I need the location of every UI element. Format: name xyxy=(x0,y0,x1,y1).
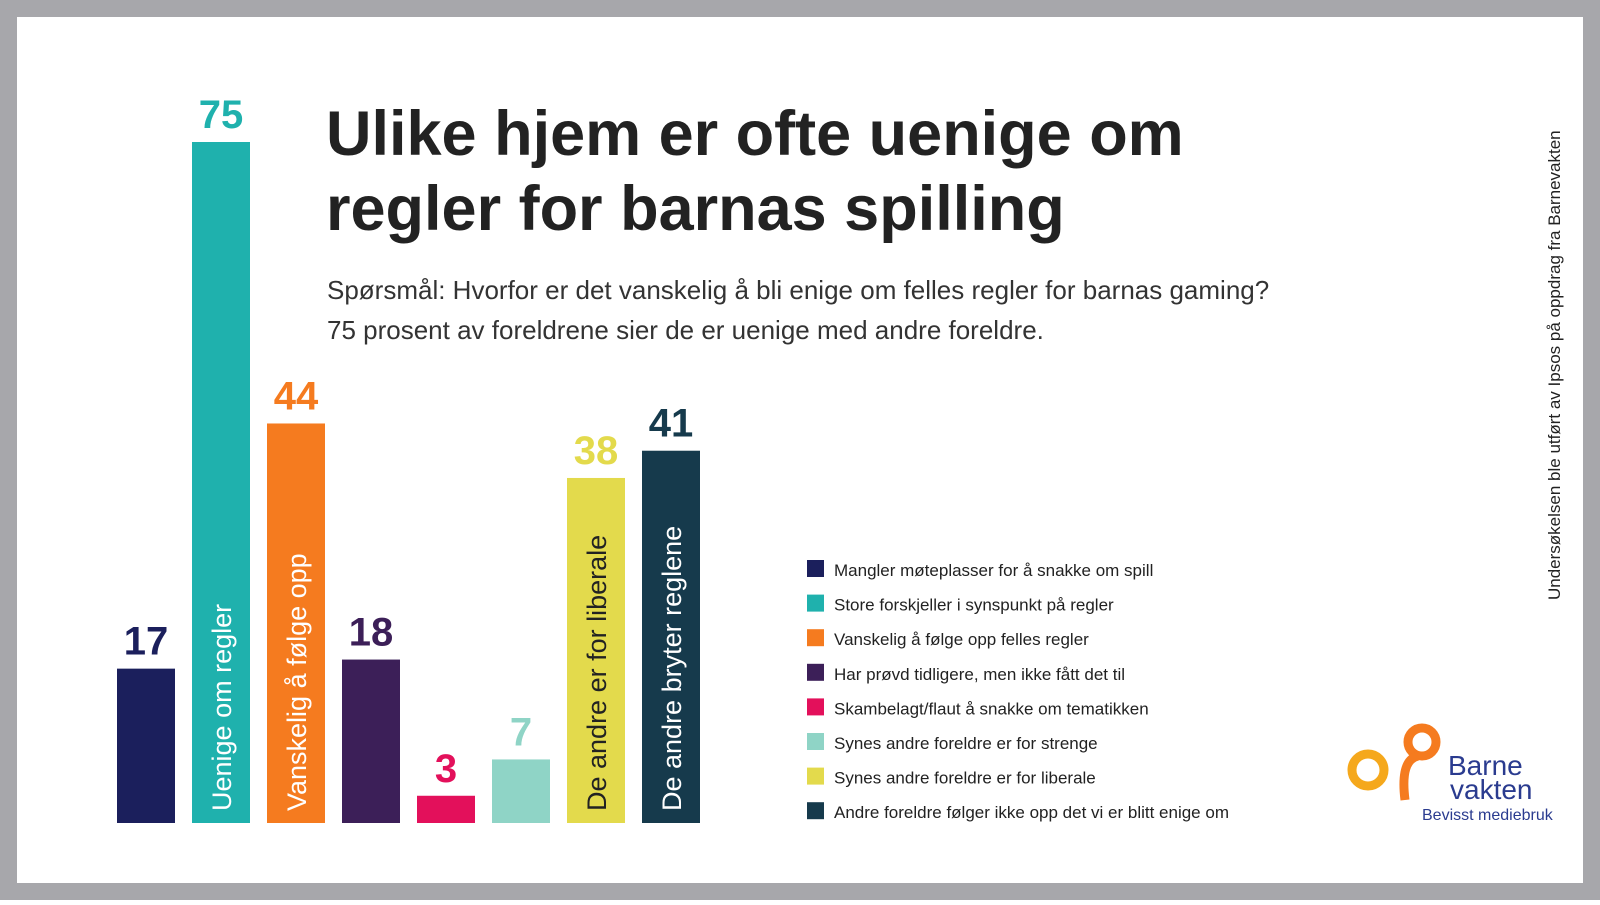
legend-swatch xyxy=(807,663,824,681)
logo-text: Barne xyxy=(1448,750,1523,781)
logo-shape xyxy=(1403,723,1441,761)
bar-label: Vanskelig å følge opp xyxy=(282,553,312,811)
value-label: 17 xyxy=(124,620,169,664)
legend-swatch xyxy=(807,767,824,785)
legend-label: Mangler møteplasser for å snakke om spil… xyxy=(834,561,1153,580)
logo-shape xyxy=(1399,751,1420,801)
value-label: 41 xyxy=(649,402,694,446)
value-label: 18 xyxy=(349,611,394,655)
legend-swatch xyxy=(807,594,824,612)
legend-label: Skambelagt/flaut å snakke om tematikken xyxy=(834,699,1149,718)
legend-label: Synes andre foreldre er for strenge xyxy=(834,734,1098,753)
bar xyxy=(417,795,475,823)
bar xyxy=(492,759,550,823)
bar xyxy=(192,142,250,823)
logo-text: vakten xyxy=(1450,774,1533,805)
bar xyxy=(342,659,400,823)
value-label: 44 xyxy=(274,374,319,418)
bar-label: De andre bryter reglene xyxy=(657,526,687,811)
legend-label: Har prøvd tidligere, men ikke fått det t… xyxy=(834,665,1125,684)
bar xyxy=(642,450,700,823)
value-label: 7 xyxy=(510,710,532,754)
bar xyxy=(117,668,175,823)
legend-swatch xyxy=(807,629,824,647)
logo-text: Bevisst mediebruk xyxy=(1422,807,1554,824)
legend-swatch xyxy=(807,698,824,716)
subtitle: Spørsmål: Hvorfor er det vanskelig å bli… xyxy=(327,275,1269,305)
value-label: 38 xyxy=(574,429,619,473)
legend-label: Vanskelig å følge opp felles regler xyxy=(834,630,1089,649)
logo-shape xyxy=(1347,749,1389,791)
logo: Barne vakten Bevisst mediebruk xyxy=(1347,723,1554,824)
legend-label: Store forskjeller i synspunkt på regler xyxy=(834,596,1114,615)
bar-label: Uenige om regler xyxy=(207,604,237,811)
bar xyxy=(267,423,325,823)
legend-label: Andre foreldre følger ikke opp det vi er… xyxy=(834,803,1229,822)
legend-swatch xyxy=(807,560,824,577)
legend-swatch xyxy=(807,802,824,820)
bar-label: De andre er for liberale xyxy=(582,535,612,811)
chart-title: regler for barnas spilling xyxy=(326,174,1065,244)
subtitle: 75 prosent av foreldrene sier de er ueni… xyxy=(327,315,1044,345)
legend-label: Synes andre foreldre er for liberale xyxy=(834,769,1096,788)
value-label: 3 xyxy=(435,747,457,791)
legend-swatch xyxy=(807,733,824,750)
chart-title: Ulike hjem er ofte uenige om xyxy=(326,99,1184,169)
source: Undersøkelsen ble utført av Ipsos på opp… xyxy=(1545,130,1564,600)
bar xyxy=(567,477,625,823)
value-label: 75 xyxy=(199,93,244,137)
